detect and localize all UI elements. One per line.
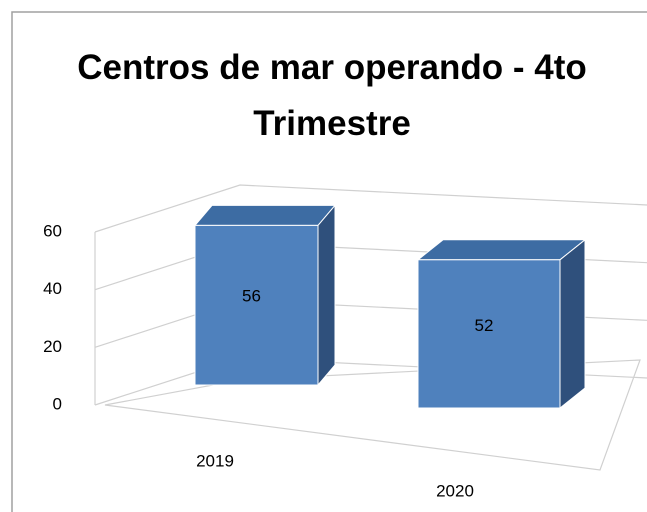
chart-title: Centros de mar operando - 4to Trimestre xyxy=(77,48,587,143)
floor xyxy=(104,359,641,471)
y-tick-label: 0 xyxy=(53,394,62,413)
bar-side xyxy=(559,238,586,410)
y-tick-label: 40 xyxy=(43,279,62,298)
data-label: 52 xyxy=(475,316,494,335)
data-label: 56 xyxy=(242,287,261,306)
bar-side xyxy=(317,204,336,387)
x-tick-label: 2020 xyxy=(436,481,474,500)
bar xyxy=(417,259,561,409)
y-tick-label: 20 xyxy=(43,337,62,356)
chart-border xyxy=(11,11,647,512)
bar-top xyxy=(416,239,587,261)
x-tick-label: 2019 xyxy=(196,451,234,470)
bar-top xyxy=(193,204,337,226)
bar xyxy=(194,224,319,386)
y-tick-label: 60 xyxy=(43,221,62,240)
grid-line xyxy=(94,184,647,233)
